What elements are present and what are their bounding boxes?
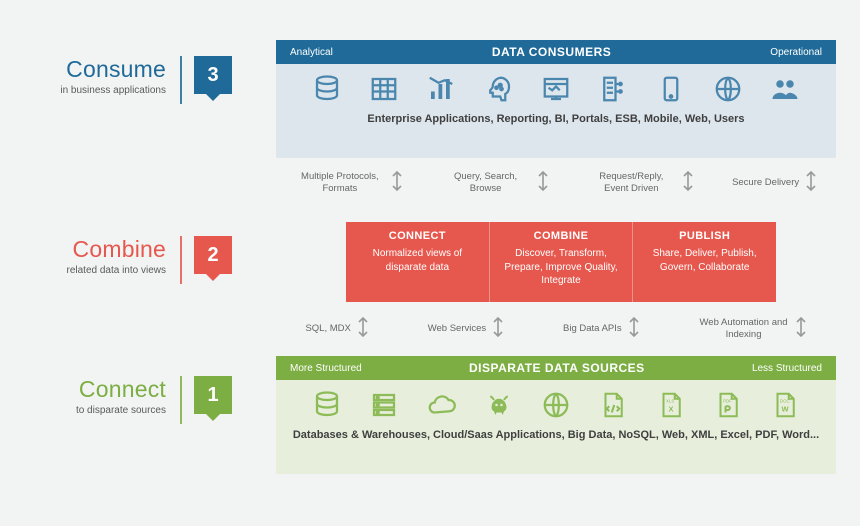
- flow-item: Web Automation and Indexing: [699, 316, 807, 341]
- combine-badge: 2: [194, 236, 232, 274]
- flow-bot: SQL, MDX Web Services Big Data APIs Web …: [276, 316, 836, 341]
- head-icon: [484, 74, 514, 109]
- svg-text:W: W: [782, 404, 790, 413]
- flow-top: Multiple Protocols, Formats Query, Searc…: [276, 170, 836, 195]
- consume-word: Consume: [0, 56, 166, 83]
- connect-banner-right: Less Structured: [752, 363, 822, 374]
- database-icon: [312, 390, 342, 425]
- file-doc-icon: DOCW: [770, 390, 800, 425]
- consume-banner: Analytical DATA CONSUMERS Operational: [276, 40, 836, 64]
- combine-label-block: Combine related data into views 2: [0, 236, 232, 284]
- flow-text: Web Services: [428, 323, 486, 335]
- combine-head: COMBINE: [498, 230, 625, 242]
- file-xml-icon: [598, 390, 628, 425]
- svg-text:PDF: PDF: [723, 399, 732, 404]
- consume-badge: 3: [194, 56, 232, 94]
- file-pdf-icon: PDF: [713, 390, 743, 425]
- svg-text:XLS: XLS: [666, 399, 674, 404]
- database-icon: [312, 74, 342, 109]
- file-xls-icon: XXLS: [656, 390, 686, 425]
- connect-panel: More Structured DISPARATE DATA SOURCES L…: [276, 356, 836, 474]
- updown-arrow-icon: [537, 170, 549, 195]
- updown-arrow-icon: [682, 170, 694, 195]
- combine-label: Combine related data into views: [0, 236, 180, 276]
- consume-banner-title: DATA CONSUMERS: [492, 45, 611, 59]
- combine-body: Normalized views of disparate data: [354, 247, 481, 274]
- updown-arrow-icon: [357, 316, 369, 341]
- combine-word: Combine: [0, 236, 166, 263]
- flow-item: Web Services: [428, 316, 504, 341]
- consume-panel: Analytical DATA CONSUMERS Operational En…: [276, 40, 836, 158]
- consume-caption: Enterprise Applications, Reporting, BI, …: [276, 113, 836, 133]
- mobile-icon: [656, 74, 686, 109]
- combine-col-connect: CONNECT Normalized views of disparate da…: [346, 222, 490, 302]
- globe-icon: [713, 74, 743, 109]
- dashboard-icon: [541, 74, 571, 109]
- flow-item: SQL, MDX: [305, 316, 368, 341]
- connect-label-block: Connect to disparate sources 1: [0, 376, 232, 424]
- combine-col-combine: COMBINE Discover, Transform, Prepare, Im…: [490, 222, 634, 302]
- combine-divider: [180, 236, 182, 284]
- flow-item: Request/Reply, Event Driven: [586, 170, 694, 195]
- updown-arrow-icon: [391, 170, 403, 195]
- connect-num: 1: [207, 384, 218, 407]
- flow-text: Secure Delivery: [732, 177, 799, 189]
- consume-banner-right: Operational: [770, 47, 822, 58]
- svg-text:X: X: [668, 404, 673, 413]
- connect-banner-title: DISPARATE DATA SOURCES: [469, 361, 645, 375]
- combine-num: 2: [207, 244, 218, 267]
- connect-label: Connect to disparate sources: [0, 376, 180, 416]
- connect-word: Connect: [0, 376, 166, 403]
- combine-head: PUBLISH: [641, 230, 768, 242]
- updown-arrow-icon: [492, 316, 504, 341]
- connect-icons: XXLS PDF DOCW: [276, 380, 836, 429]
- flow-text: Request/Reply, Event Driven: [586, 171, 676, 195]
- flow-text: Web Automation and Indexing: [699, 317, 789, 341]
- users-icon: [770, 74, 800, 109]
- combine-sub: related data into views: [0, 265, 166, 276]
- flow-item: Secure Delivery: [732, 170, 817, 195]
- flow-text: Query, Search, Browse: [441, 171, 531, 195]
- flow-text: Big Data APIs: [563, 323, 622, 335]
- consume-label-block: Consume in business applications 3: [0, 56, 232, 104]
- globe-icon: [541, 390, 571, 425]
- updown-arrow-icon: [805, 170, 817, 195]
- consume-label: Consume in business applications: [0, 56, 180, 96]
- flow-item: Multiple Protocols, Formats: [295, 170, 403, 195]
- flow-item: Big Data APIs: [563, 316, 640, 341]
- connect-caption: Databases & Warehouses, Cloud/Saas Appli…: [276, 429, 836, 449]
- hadoop-icon: [484, 390, 514, 425]
- flow-text: Multiple Protocols, Formats: [295, 171, 385, 195]
- svg-text:DOC: DOC: [780, 399, 790, 404]
- connect-divider: [180, 376, 182, 424]
- connect-banner-left: More Structured: [290, 363, 362, 374]
- combine-panel: CONNECT Normalized views of disparate da…: [346, 222, 776, 302]
- consume-icons: [276, 64, 836, 113]
- consume-divider: [180, 56, 182, 104]
- consume-sub: in business applications: [0, 85, 166, 96]
- connect-banner: More Structured DISPARATE DATA SOURCES L…: [276, 356, 836, 380]
- connect-badge: 1: [194, 376, 232, 414]
- combine-col-publish: PUBLISH Share, Deliver, Publish, Govern,…: [633, 222, 776, 302]
- updown-arrow-icon: [795, 316, 807, 341]
- flow-text: SQL, MDX: [305, 323, 350, 335]
- connect-sub: to disparate sources: [0, 405, 166, 416]
- consume-banner-left: Analytical: [290, 47, 333, 58]
- combine-body: Discover, Transform, Prepare, Improve Qu…: [498, 247, 625, 288]
- table-icon: [369, 74, 399, 109]
- consume-num: 3: [207, 64, 218, 87]
- combine-body: Share, Deliver, Publish, Govern, Collabo…: [641, 247, 768, 274]
- server-icon: [598, 74, 628, 109]
- cloud-icon: [426, 390, 456, 425]
- chart-icon: [426, 74, 456, 109]
- combine-head: CONNECT: [354, 230, 481, 242]
- stack-icon: [369, 390, 399, 425]
- updown-arrow-icon: [628, 316, 640, 341]
- flow-item: Query, Search, Browse: [441, 170, 549, 195]
